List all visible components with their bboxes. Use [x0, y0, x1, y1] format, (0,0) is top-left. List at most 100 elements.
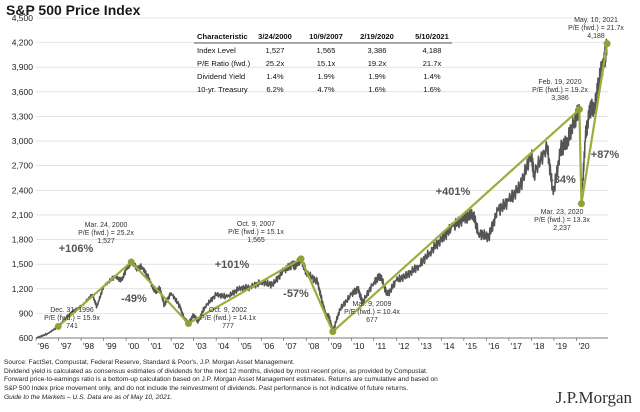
annotation-line: Mar. 23, 2020: [541, 209, 584, 216]
table-header: 5/10/2021: [415, 32, 450, 41]
trend-line: [580, 43, 609, 204]
jpmorgan-logo-text: J.P.Morgan: [555, 388, 632, 407]
trend-line: [187, 257, 302, 325]
x-tick-label: '00: [128, 341, 139, 351]
x-tick-label: '15: [466, 341, 477, 351]
y-tick-label: 2,400: [12, 185, 34, 195]
x-tick-label: '14: [443, 341, 454, 351]
footnote-line: Dividend yield is calculated as consensu…: [4, 367, 428, 375]
table-header: 2/19/2020: [360, 32, 394, 41]
percent-change-label: +87%: [591, 149, 620, 161]
trend-line: [300, 258, 334, 333]
x-tick-label: '11: [376, 341, 387, 351]
annotation-line: P/E (fwd.) = 15.1x: [228, 229, 284, 236]
footnote-line: Guide to the Markets – U.S. Data are as …: [4, 393, 173, 401]
point-marker: [297, 255, 305, 263]
annotation-line: P/E (fwd.) = 14.1x: [200, 315, 256, 322]
table-cell: 1,527: [265, 46, 284, 55]
table-cell: 25.2x: [266, 59, 285, 68]
table-cell: 1.4%: [266, 72, 284, 81]
table-cell: 10-yr. Treasury: [197, 85, 248, 94]
annotation-line: 677: [366, 317, 378, 324]
annotation-line: Oct. 9, 2007: [237, 221, 275, 228]
x-tick-label: '96: [38, 341, 49, 351]
table-cell: 19.2x: [368, 59, 387, 68]
annotation-line: P/E (fwd.) = 15.9x: [44, 315, 100, 322]
annotation-line: 741: [66, 323, 78, 330]
x-tick-label: '19: [556, 341, 567, 351]
annotation-line: P/E (fwd.) = 10.4x: [344, 309, 400, 316]
table-header: 10/9/2007: [309, 32, 343, 41]
x-tick-label: '18: [533, 341, 544, 351]
annotation-line: 2,237: [553, 225, 571, 232]
x-tick-label: '12: [398, 341, 409, 351]
table-cell: 6.2%: [266, 85, 284, 94]
annotation-line: 4,188: [587, 33, 605, 40]
trend-line: [332, 108, 581, 333]
x-tick-label: '08: [308, 341, 319, 351]
y-axis-labels: 600 900 1,200 1,500 1,800 2,100 2,400 2,700 3,00…: [12, 13, 34, 343]
y-tick-label: 3,600: [12, 87, 34, 97]
x-tick-label: '04: [218, 341, 229, 351]
table-cell: P/E Ratio (fwd.): [197, 59, 251, 68]
annotation-line: 3,386: [551, 95, 569, 102]
table-cell: 1.6%: [368, 85, 386, 94]
table-cell: Index Level: [197, 46, 236, 55]
annotation-line: P/E (fwd.) = 19.2x: [532, 87, 588, 94]
y-tick-label: 1,800: [12, 235, 34, 245]
y-tick-label: 4,500: [12, 13, 34, 23]
x-tick-label: '99: [106, 341, 117, 351]
x-tick-label: '16: [488, 341, 499, 351]
percent-change-label: +101%: [215, 259, 250, 271]
sp500-chart: 600 900 1,200 1,500 1,800 2,100 2,400 2,700 3,00…: [12, 13, 625, 351]
y-tick-label: 3,900: [12, 62, 34, 72]
table-cell: 3,386: [367, 46, 386, 55]
point-marker: [127, 258, 135, 266]
table-cell: 4.7%: [317, 85, 335, 94]
annotation-line: P/E (fwd.) = 13.3x: [534, 217, 590, 224]
annotation-line: 1,527: [97, 238, 115, 245]
point-marker: [577, 200, 585, 208]
y-tick-label: 2,700: [12, 161, 34, 171]
table-cell: 1.9%: [368, 72, 386, 81]
peak-trough-markers: [54, 40, 611, 336]
table-cell: 4,188: [422, 46, 441, 55]
table-cell: 21.7x: [423, 59, 442, 68]
chart-title: S&P 500 Price Index: [6, 2, 141, 18]
y-tick-label: 1,500: [12, 259, 34, 269]
y-tick-label: 3,000: [12, 136, 34, 146]
annotation-line: Mar. 24, 2000: [85, 222, 128, 229]
x-tick-label: '20: [578, 341, 589, 351]
table-cell: 1.9%: [317, 72, 335, 81]
x-tick-label: '07: [286, 341, 297, 351]
trend-line: [130, 261, 190, 325]
x-tick-label: '97: [61, 341, 72, 351]
annotation-line: Mar. 9, 2009: [353, 301, 392, 308]
annotation-line: May. 10, 2021: [574, 17, 618, 24]
trend-line: [57, 261, 132, 328]
percent-change-label: +106%: [59, 243, 94, 255]
x-tick-label: '06: [263, 341, 274, 351]
footnote-line: Source: FactSet, Compustat, Federal Rese…: [4, 359, 295, 366]
footnote-line: Forward price-to-earnings ratio is a bot…: [4, 376, 438, 384]
percent-change-labels: +106% -49% +101% -57% +401% -34% +87%: [59, 149, 620, 305]
x-tick-label: '02: [173, 341, 184, 351]
x-tick-label: '09: [331, 341, 342, 351]
x-axis-labels: '96 '97 '98 '99 '00 '01 '02 '03 '04 '05 '06 '07 '08 '…: [38, 341, 590, 351]
y-tick-label: 600: [19, 333, 33, 343]
table-cell: 1.6%: [423, 85, 441, 94]
annotation-line: P/E (fwd.) = 25.2x: [78, 230, 134, 237]
y-tick-label: 900: [19, 308, 33, 318]
point-marker: [329, 328, 337, 336]
point-marker: [575, 105, 583, 113]
point-marker: [184, 319, 192, 327]
characteristics-table: Characteristic 3/24/2000 10/9/2007 2/19/202…: [194, 32, 452, 94]
percent-change-label: -34%: [550, 174, 576, 186]
footnote-line: S&P 500 Index price movement only, and d…: [4, 385, 409, 393]
point-marker: [54, 322, 62, 330]
x-tick-label: '98: [83, 341, 94, 351]
annotation-line: 1,565: [247, 237, 265, 244]
trend-lines: [57, 43, 609, 333]
percent-change-label: -49%: [121, 293, 147, 305]
